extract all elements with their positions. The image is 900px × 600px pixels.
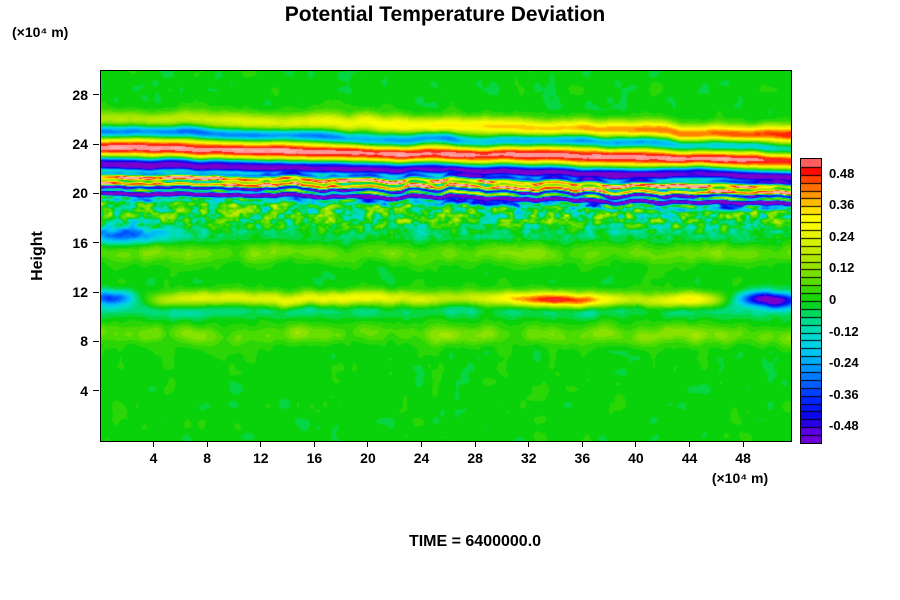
y-axis-title: Height (29, 231, 46, 281)
x-tick-label: 4 (149, 450, 158, 466)
colorbar-label: -0.24 (829, 355, 859, 371)
chart-title: Potential Temperature Deviation (284, 3, 606, 26)
y-tick-mark (93, 192, 99, 194)
heatmap-canvas (101, 71, 791, 441)
y-tick-label: 24 (72, 136, 88, 152)
y-tick-label: 8 (80, 333, 88, 350)
colorbar-label: 0.48 (829, 165, 855, 181)
y-tick-label: 12 (72, 284, 88, 300)
y-axis-unit-label: (×10⁴ m) (12, 24, 69, 40)
x-tick-mark (635, 441, 637, 447)
x-tick-label: 12 (252, 450, 269, 466)
colorbar-canvas (801, 159, 821, 443)
y-tick-mark (93, 143, 99, 145)
x-tick-label: 36 (574, 450, 591, 466)
colorbar-label: 0.24 (829, 228, 855, 244)
x-tick-label: 32 (520, 450, 537, 466)
y-tick-mark (93, 291, 99, 293)
colorbar (800, 158, 822, 444)
x-tick-mark (742, 441, 744, 447)
x-tick-label: 24 (413, 450, 430, 466)
x-tick-mark (367, 441, 369, 447)
x-tick-label: 16 (306, 450, 323, 466)
x-tick-mark (260, 441, 262, 447)
x-tick-label: 20 (360, 450, 376, 466)
x-tick-label: 40 (628, 450, 644, 466)
y-tick-label: 20 (72, 185, 88, 202)
colorbar-label: -0.36 (829, 386, 859, 402)
x-tick-mark (689, 441, 690, 447)
y-tick-mark (93, 94, 99, 96)
x-tick-mark (421, 441, 423, 447)
colorbar-label: 0.36 (829, 197, 855, 213)
colorbar-label: -0.48 (829, 418, 859, 434)
y-tick-mark (93, 242, 99, 244)
x-tick-label: 28 (467, 450, 483, 466)
colorbar-label: 0.12 (829, 260, 855, 276)
x-tick-label: 8 (203, 450, 212, 466)
y-tick-mark (93, 340, 99, 342)
time-label: TIME = 6400000.0 (408, 533, 542, 550)
x-tick-label: 44 (681, 450, 698, 466)
plot-area (100, 70, 792, 442)
y-tick-label: 16 (72, 234, 88, 251)
x-tick-label: 48 (735, 450, 751, 466)
x-tick-mark (206, 441, 208, 447)
x-tick-mark (474, 441, 476, 447)
y-tick-mark (93, 390, 99, 392)
x-tick-mark (528, 441, 530, 447)
colorbar-label: 0 (829, 292, 837, 307)
x-axis-unit-label: (×10⁴ m) (711, 470, 769, 486)
y-tick-label: 28 (72, 86, 88, 103)
x-tick-mark (313, 441, 315, 447)
colorbar-label: -0.12 (829, 323, 859, 339)
x-tick-mark (153, 441, 155, 447)
x-tick-mark (581, 441, 583, 447)
y-tick-label: 4 (80, 382, 88, 399)
